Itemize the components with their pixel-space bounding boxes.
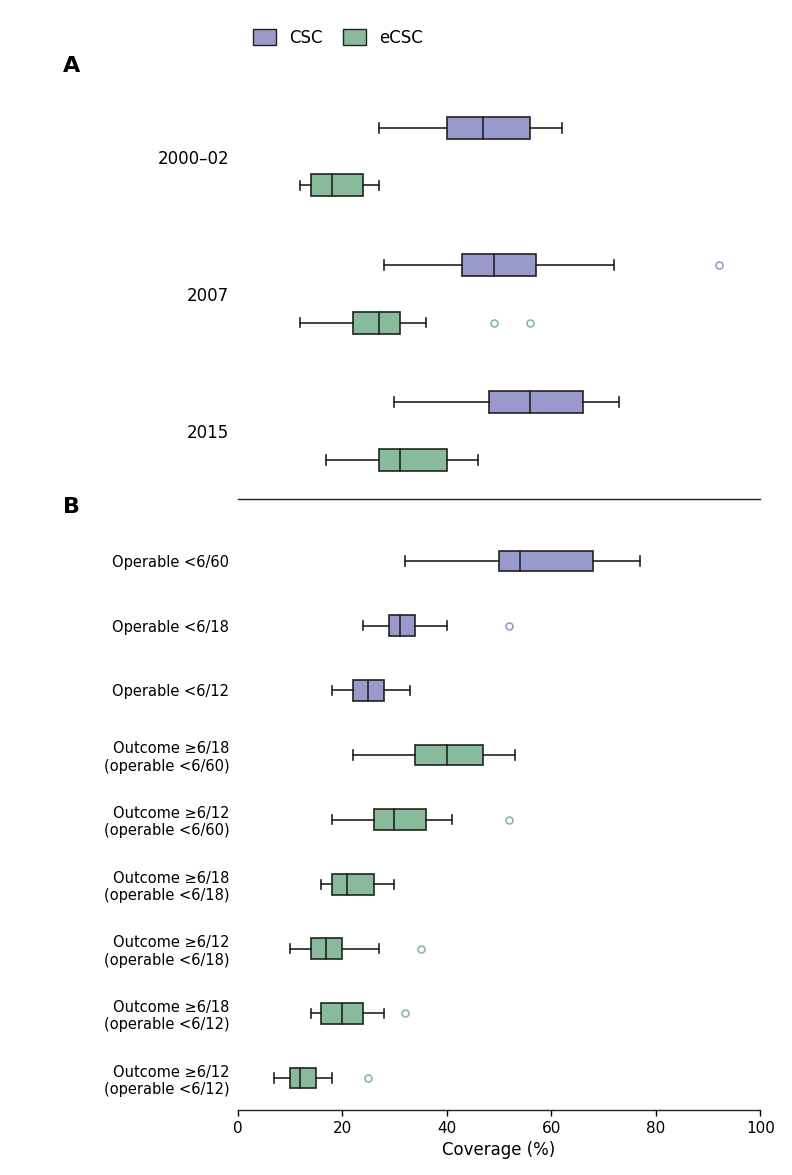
Bar	[389, 616, 415, 636]
Bar	[415, 745, 483, 765]
Bar	[352, 680, 384, 700]
X-axis label: Coverage (%): Coverage (%)	[443, 1141, 555, 1160]
Bar	[310, 174, 363, 196]
Text: A: A	[63, 56, 81, 76]
Bar	[352, 311, 400, 334]
Bar	[499, 551, 593, 571]
Bar	[447, 116, 531, 139]
Bar	[489, 391, 583, 414]
Bar	[332, 874, 374, 894]
Bar	[290, 1068, 316, 1088]
Bar	[374, 810, 426, 830]
Bar	[463, 254, 535, 276]
Bar	[379, 449, 447, 470]
Legend: CSC, eCSC: CSC, eCSC	[246, 22, 430, 54]
Text: B: B	[63, 497, 80, 517]
Bar	[322, 1003, 363, 1023]
Bar	[310, 939, 342, 959]
